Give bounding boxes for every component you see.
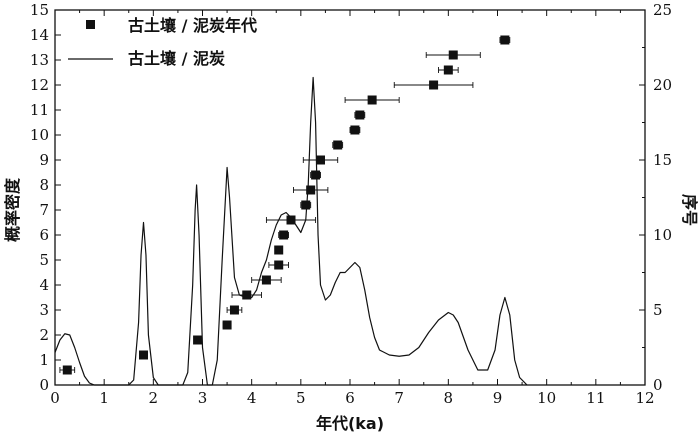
data-point [274,260,284,270]
y-left-axis-title: 概率密度 [3,177,22,242]
x-tick-label: 3 [198,389,208,407]
data-point [350,125,360,135]
data-point [500,35,510,45]
data-point [229,305,239,315]
y-right-tick-label: 5 [653,301,663,319]
y-left-tick-label: 9 [39,151,49,169]
x-tick-label: 1 [99,389,109,407]
legend-marker-square [86,20,95,29]
x-axis-title: 年代(ka) [316,414,384,433]
y-left-tick-label: 0 [39,376,49,394]
y-right-axis-title: 序号 [680,194,699,226]
x-tick-label: 11 [586,389,605,407]
data-point [448,50,458,60]
data-point [279,230,289,240]
data-point [301,200,311,210]
legend-label-line: 古土壤 / 泥炭 [128,49,225,68]
y-left-tick-label: 7 [39,201,49,219]
data-point [62,365,72,375]
data-point [261,275,271,285]
y-left-tick-label: 10 [30,126,49,144]
x-tick-label: 8 [444,389,454,407]
age-points-layer [59,35,511,375]
y-left-tick-label: 12 [30,76,49,94]
x-tick-label: 7 [394,389,404,407]
data-point [367,95,377,105]
data-point [355,110,365,120]
x-tick-label: 0 [50,389,60,407]
density-curve [54,76,528,386]
x-tick-label: 9 [493,389,503,407]
y-left-tick-label: 1 [39,351,49,369]
y-right-tick-label: 10 [653,226,672,244]
y-left-tick-label: 2 [39,326,49,344]
data-point [286,215,296,225]
x-tick-label: 4 [247,389,257,407]
y-left-tick-label: 3 [39,301,49,319]
y-right-tick-label: 15 [653,151,672,169]
data-point [274,245,284,255]
data-point [333,140,343,150]
y-left-tick-label: 4 [39,276,49,294]
data-point [316,155,325,165]
data-point [306,185,316,195]
data-point [139,350,148,360]
data-point [429,80,439,90]
y-right-tick-label: 0 [653,376,663,394]
y-right-tick-label: 25 [653,1,672,19]
x-tick-label: 10 [537,389,556,407]
y-right-tick-label: 20 [653,76,672,94]
data-point [222,320,232,330]
y-left-tick-label: 5 [39,251,49,269]
probability-density-layer [54,76,528,386]
y-left-tick-label: 11 [30,101,49,119]
y-left-tick-label: 8 [39,176,49,194]
data-point [242,290,252,300]
axis-ticks: 0 1 2 3 4 5 6 7 8 9 10 11 12012345678910111213141505… [30,1,672,407]
data-point [193,335,203,345]
y-left-tick-label: 13 [30,51,49,69]
legend-label-scatter: 古土壤 / 泥炭年代 [128,16,257,35]
data-point [311,170,321,180]
x-tick-label: 12 [635,389,654,407]
y-left-tick-label: 6 [39,226,49,244]
data-point [443,65,453,75]
legend: 古土壤 / 泥炭年代 古土壤 / 泥炭 [68,16,257,68]
x-tick-label: 6 [345,389,355,407]
x-tick-label: 2 [149,389,159,407]
x-tick-label: 5 [296,389,306,407]
y-left-tick-label: 15 [30,1,49,19]
y-left-tick-label: 14 [30,26,49,44]
